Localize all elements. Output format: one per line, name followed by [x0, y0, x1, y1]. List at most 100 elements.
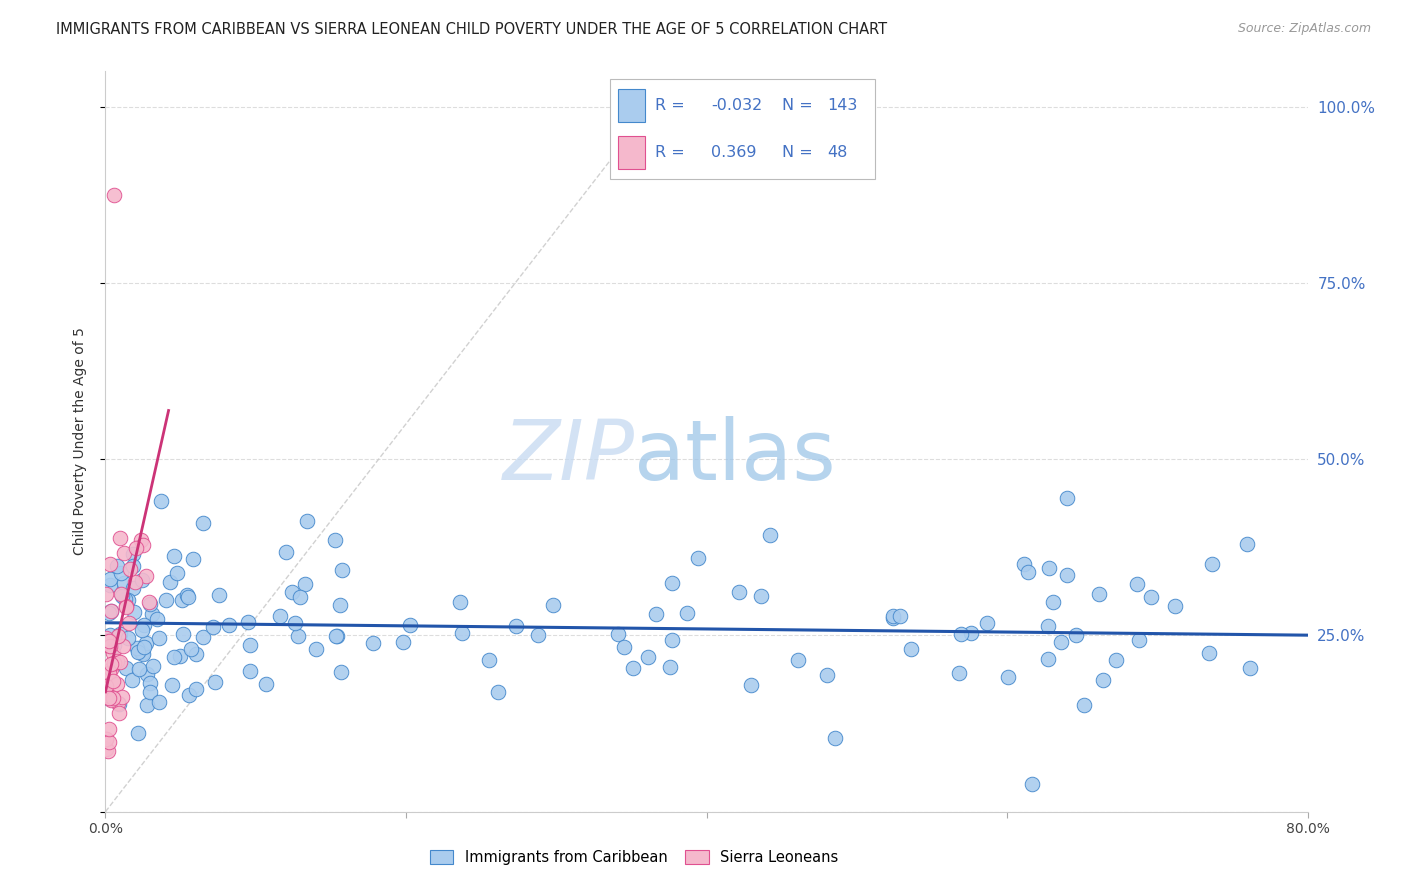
- Point: [759, 527, 782, 541]
- Point: [107, 629, 129, 643]
- Point: [131, 574, 153, 588]
- Point: [193, 630, 215, 644]
- Point: [111, 690, 134, 705]
- Point: [98, 573, 121, 587]
- Point: [236, 615, 259, 629]
- Point: [98, 634, 121, 648]
- Point: [637, 650, 659, 665]
- Point: [1236, 537, 1258, 551]
- Point: [108, 627, 131, 641]
- Point: [186, 681, 208, 696]
- Point: [114, 591, 136, 606]
- Point: [329, 598, 352, 612]
- Point: [326, 629, 349, 643]
- Point: [900, 642, 922, 657]
- Point: [254, 677, 277, 691]
- Point: [325, 629, 347, 643]
- Point: [287, 629, 309, 643]
- Point: [114, 600, 136, 615]
- Point: [160, 678, 183, 692]
- Point: [108, 655, 131, 669]
- Point: [644, 607, 666, 621]
- Point: [686, 551, 709, 566]
- Point: [98, 578, 121, 592]
- Point: [97, 722, 120, 736]
- Point: [191, 516, 214, 530]
- Point: [103, 638, 125, 652]
- Point: [1064, 628, 1087, 642]
- Point: [98, 627, 121, 641]
- Point: [1139, 590, 1161, 604]
- Point: [155, 593, 177, 607]
- Point: [112, 639, 135, 653]
- Point: [607, 627, 630, 641]
- Point: [172, 627, 194, 641]
- Point: [122, 559, 145, 574]
- Point: [281, 585, 304, 599]
- Point: [1126, 577, 1149, 591]
- Point: [305, 641, 328, 656]
- Point: [100, 604, 122, 618]
- Point: [176, 588, 198, 602]
- Point: [1056, 491, 1078, 505]
- Point: [675, 606, 697, 620]
- Point: [950, 626, 973, 640]
- Point: [124, 605, 146, 619]
- Point: [658, 660, 681, 674]
- Point: [101, 646, 124, 660]
- Point: [96, 679, 118, 693]
- Point: [728, 584, 751, 599]
- Point: [112, 546, 135, 560]
- Point: [97, 640, 120, 654]
- Point: [204, 674, 226, 689]
- Point: [449, 595, 471, 609]
- Point: [97, 691, 120, 706]
- Point: [118, 616, 141, 631]
- Point: [1012, 557, 1035, 571]
- Legend: Immigrants from Caribbean, Sierra Leoneans: Immigrants from Caribbean, Sierra Leonea…: [425, 845, 845, 871]
- Point: [1038, 651, 1060, 665]
- Point: [120, 562, 142, 576]
- Point: [239, 638, 262, 652]
- Point: [1050, 635, 1073, 649]
- Point: [124, 541, 146, 555]
- Point: [451, 626, 474, 640]
- Point: [121, 673, 143, 688]
- Point: [96, 688, 118, 702]
- Point: [138, 594, 160, 608]
- Point: [108, 706, 131, 720]
- Point: [218, 617, 240, 632]
- Point: [149, 494, 172, 508]
- Point: [136, 698, 159, 712]
- Point: [186, 647, 208, 661]
- Point: [142, 658, 165, 673]
- Point: [96, 731, 118, 746]
- Point: [124, 575, 146, 590]
- Point: [330, 665, 353, 679]
- Text: ZIP: ZIP: [502, 416, 634, 497]
- Point: [129, 644, 152, 658]
- Point: [96, 587, 118, 601]
- Point: [100, 662, 122, 676]
- Point: [170, 593, 193, 607]
- Point: [1021, 776, 1043, 790]
- Point: [131, 646, 153, 660]
- Point: [269, 609, 291, 624]
- Point: [284, 615, 307, 630]
- Point: [129, 533, 152, 547]
- Point: [141, 607, 163, 622]
- Point: [131, 623, 153, 637]
- Point: [488, 685, 510, 699]
- Point: [960, 625, 983, 640]
- Point: [110, 587, 132, 601]
- Point: [1164, 599, 1187, 614]
- Point: [100, 604, 122, 618]
- Point: [541, 598, 564, 612]
- Point: [135, 635, 157, 649]
- Point: [882, 611, 904, 625]
- Point: [526, 627, 548, 641]
- Point: [1073, 698, 1095, 712]
- Point: [288, 590, 311, 604]
- Point: [815, 667, 838, 681]
- Point: [128, 662, 150, 676]
